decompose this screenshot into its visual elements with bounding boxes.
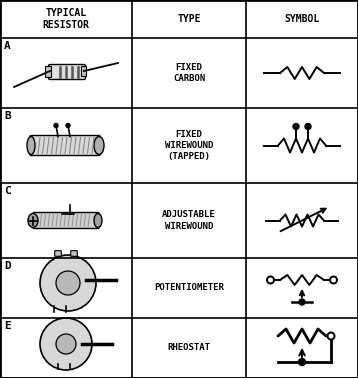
Text: POTENTIOMETER: POTENTIOMETER <box>154 284 224 293</box>
Circle shape <box>40 255 96 311</box>
FancyBboxPatch shape <box>48 65 86 79</box>
Text: SYMBOL: SYMBOL <box>284 14 320 24</box>
Circle shape <box>66 124 70 127</box>
Text: E: E <box>4 321 11 331</box>
Text: D: D <box>4 261 11 271</box>
Ellipse shape <box>94 136 104 155</box>
FancyBboxPatch shape <box>82 67 87 76</box>
Text: A: A <box>4 41 11 51</box>
Text: TYPE: TYPE <box>177 14 201 24</box>
Ellipse shape <box>94 214 102 228</box>
Circle shape <box>293 124 299 130</box>
Text: FIXED
WIREWOUND
(TAPPED): FIXED WIREWOUND (TAPPED) <box>165 130 213 161</box>
Text: RHEOSTAT: RHEOSTAT <box>168 344 211 353</box>
Ellipse shape <box>28 214 38 228</box>
Text: FIXED
CARBON: FIXED CARBON <box>173 63 205 83</box>
FancyBboxPatch shape <box>55 251 61 256</box>
FancyBboxPatch shape <box>30 135 100 155</box>
Circle shape <box>299 299 305 305</box>
Circle shape <box>54 124 58 127</box>
FancyBboxPatch shape <box>71 251 77 256</box>
Text: ADJUSTABLE
WIREWOUND: ADJUSTABLE WIREWOUND <box>162 210 216 231</box>
Circle shape <box>40 318 92 370</box>
FancyBboxPatch shape <box>45 67 52 77</box>
Text: B: B <box>4 111 11 121</box>
Ellipse shape <box>27 136 35 155</box>
Circle shape <box>299 358 305 366</box>
Circle shape <box>56 334 76 354</box>
Text: C: C <box>4 186 11 196</box>
Circle shape <box>56 271 80 295</box>
Circle shape <box>305 124 311 130</box>
Text: TYPICAL
RESISTOR: TYPICAL RESISTOR <box>43 8 90 30</box>
FancyBboxPatch shape <box>33 212 99 228</box>
